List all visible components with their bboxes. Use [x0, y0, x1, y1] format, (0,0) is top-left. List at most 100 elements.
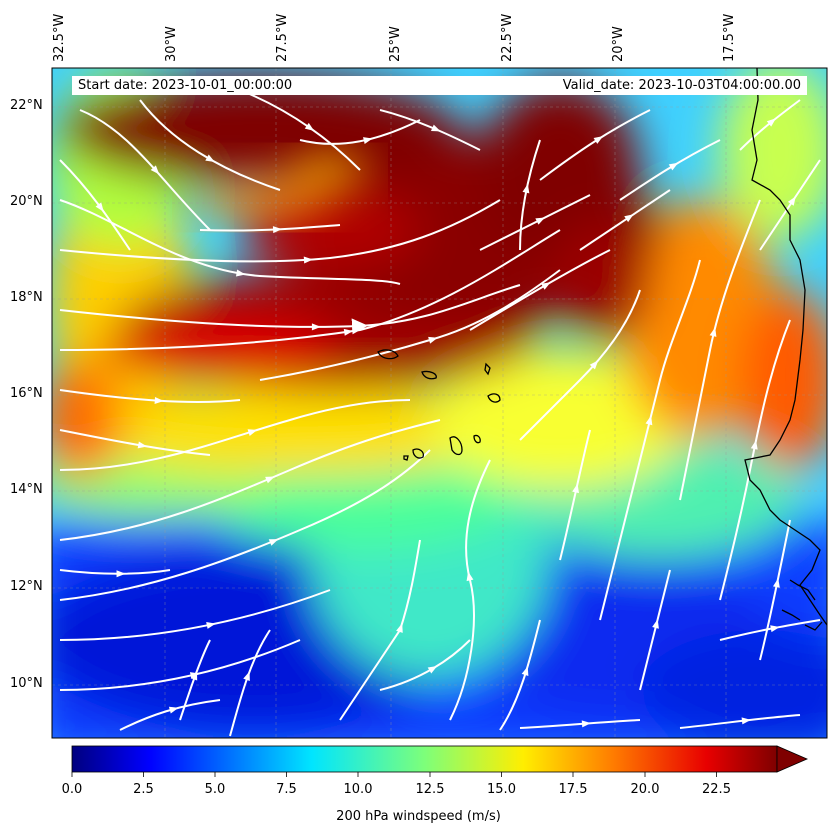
streamline-arrow: [116, 570, 126, 578]
streamline: [79, 109, 211, 231]
streamline: [59, 284, 521, 335]
streamline: [119, 699, 221, 731]
lon-label: 32.5°W: [52, 13, 67, 62]
streamline-arrow: [190, 670, 198, 681]
colorbar-tick-label: 22.5: [702, 782, 731, 797]
streamline-arrow: [95, 202, 104, 212]
bijagos-islands: [781, 579, 823, 631]
streamline: [519, 289, 641, 441]
streamline-arrow: [741, 717, 751, 725]
streamline-arrow: [343, 328, 354, 336]
lon-label: 20°W: [611, 26, 626, 62]
streamline-arrow: [247, 429, 258, 436]
coastlines: [377, 68, 827, 631]
streamline-arrow: [521, 666, 529, 676]
streamline-arrow: [709, 327, 717, 337]
cape-verde-island-sal: [484, 362, 491, 376]
streamline-arrow: [427, 665, 438, 674]
streamline-arrow: [535, 217, 545, 225]
streamline-arrow: [522, 183, 530, 194]
streamline: [719, 319, 791, 601]
streamline-arrow: [581, 720, 591, 728]
streamline-arrow: [396, 623, 403, 633]
streamline: [639, 569, 671, 691]
streamline-arrow: [652, 619, 659, 629]
streamline: [559, 429, 591, 561]
cape-verde-island-santo-antao: [377, 349, 399, 360]
streamline: [619, 139, 721, 201]
colorbar-tick-label: 0.0: [61, 782, 83, 797]
colorbar: [71, 745, 809, 777]
streamline-arrow: [572, 483, 579, 494]
wind-streamlines: [59, 89, 821, 737]
streamline-arrow: [206, 621, 216, 629]
streamline: [229, 629, 271, 737]
lon-label: 30°W: [164, 26, 179, 62]
streamline: [59, 429, 211, 456]
streamline-arrow: [272, 226, 283, 234]
streamline-arrow: [645, 415, 653, 426]
streamline: [759, 519, 791, 661]
map-frame: [51, 67, 828, 739]
date-info-box: Start date: 2023-10-01_00:00:00 Valid_da…: [72, 76, 807, 95]
streamline-arrow: [668, 162, 679, 171]
colorbar-tick-label: 7.5: [276, 782, 297, 797]
streamline: [139, 99, 281, 191]
lon-label: 25°W: [388, 26, 403, 62]
streamline-arrow: [750, 440, 758, 450]
streamline: [59, 229, 561, 351]
streamline: [59, 419, 441, 541]
streamline: [299, 119, 421, 145]
streamline-arrow: [168, 706, 179, 714]
streamline-arrow: [150, 165, 160, 175]
streamline: [59, 639, 301, 691]
streamline: [679, 714, 801, 729]
colorbar-tick-label: 12.5: [415, 782, 445, 797]
streamline-arrow: [589, 360, 599, 370]
lon-label: 17.5°W: [722, 13, 737, 62]
lat-label: 18°N: [10, 290, 43, 305]
streamline: [59, 589, 331, 641]
africa-coastline: [744, 68, 827, 626]
streamline-arrow: [430, 124, 441, 132]
colorbar-extend-arrow: [776, 745, 809, 773]
colorbar-tick-label: 15.0: [487, 782, 516, 797]
streamline-arrow: [137, 441, 148, 449]
streamline-arrow: [235, 269, 246, 277]
streamline: [759, 159, 821, 251]
lon-label: 27.5°W: [275, 13, 290, 62]
colorbar-tick-label: 17.5: [558, 782, 588, 797]
valid-date-text: Valid_date: 2023-10-03T04:00:00.00: [562, 78, 801, 93]
colorbar-tick-label: 5.0: [204, 782, 226, 797]
streamline-arrow: [243, 671, 250, 681]
windspeed-field: [52, 68, 827, 738]
streamline-arrow: [205, 154, 215, 162]
streamline-arrow: [624, 214, 634, 223]
streamline: [59, 199, 501, 263]
lon-label: 22.5°W: [500, 13, 515, 62]
graticule: [52, 68, 827, 738]
cape-verde-island-fogo: [412, 448, 425, 459]
streamline-arrow: [363, 137, 373, 144]
streamline-arrow: [541, 282, 551, 290]
streamline: [499, 619, 541, 731]
lat-label: 22°N: [10, 98, 43, 113]
streamline-arrow: [787, 196, 796, 206]
streamline-arrow: [268, 539, 279, 546]
streamline-arrow: [770, 625, 780, 633]
streamline-arrow: [304, 122, 315, 131]
streamline: [679, 199, 761, 501]
colorbar-tick-label: 2.5: [133, 782, 154, 797]
streamline-arrow: [154, 396, 164, 404]
streamline-arrow: [303, 256, 313, 264]
streamline: [59, 399, 411, 471]
cape-verde-island-sao-nicolau: [421, 370, 437, 380]
cape-verde-island-maio: [473, 434, 481, 444]
streamline: [59, 449, 431, 601]
colorbar-title: 200 hPa windspeed (m/s): [336, 809, 501, 824]
lat-label: 20°N: [10, 194, 43, 209]
cape-verde-island-santiago: [449, 436, 463, 456]
streamline-arrow: [428, 336, 438, 344]
lat-label: 12°N: [10, 579, 43, 594]
